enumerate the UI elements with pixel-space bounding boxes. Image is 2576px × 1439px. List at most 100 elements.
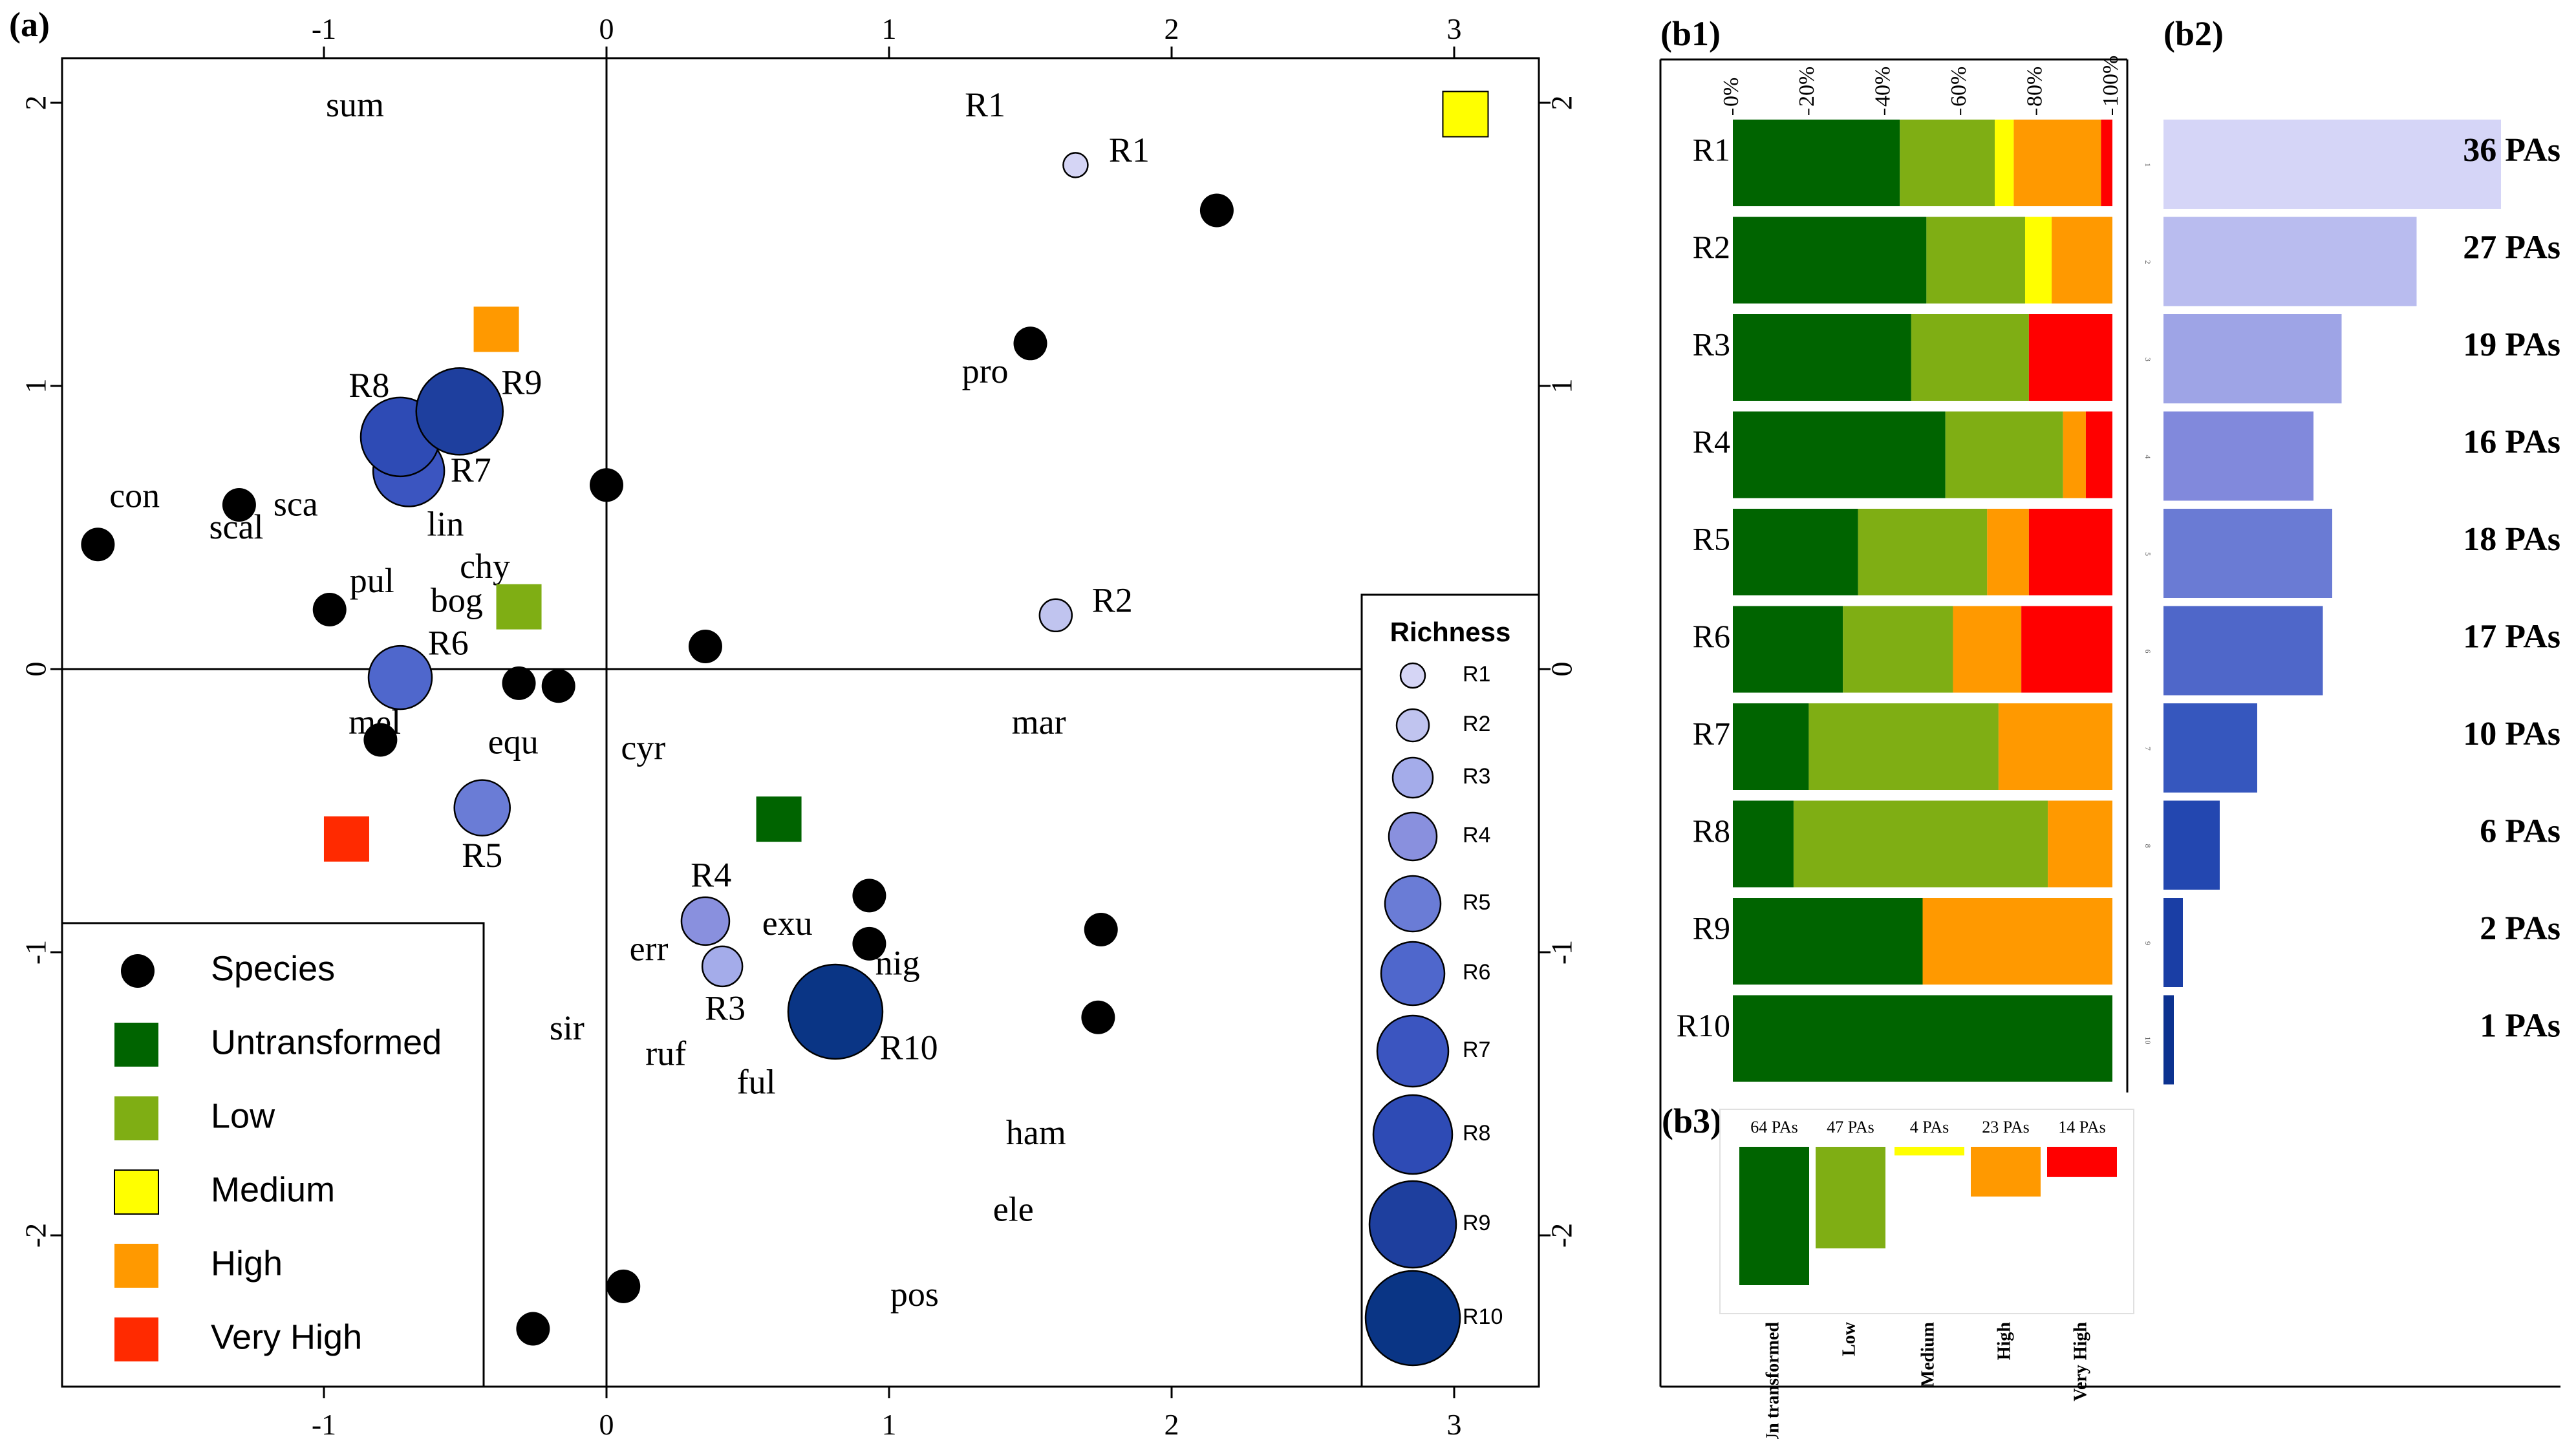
legend-marker bbox=[114, 1096, 158, 1140]
b1-category-label: R9 bbox=[1693, 910, 1730, 946]
richness-legend-marker bbox=[1376, 1014, 1450, 1088]
b1-segment bbox=[1733, 606, 1843, 693]
richness-legend-marker bbox=[1364, 1270, 1461, 1367]
region-point bbox=[367, 645, 433, 710]
region-label: R5 bbox=[462, 836, 502, 875]
b2-bar bbox=[2163, 703, 2257, 793]
richness-legend-marker bbox=[1368, 1180, 1457, 1269]
species-point bbox=[688, 629, 722, 663]
category-point bbox=[756, 796, 802, 842]
b1-category-label: R2 bbox=[1693, 229, 1730, 265]
species-point bbox=[363, 723, 398, 757]
b2-category-label: 9 bbox=[2143, 941, 2152, 945]
richness-legend-label: R8 bbox=[1463, 1121, 1490, 1146]
b1-segment bbox=[1926, 217, 2025, 304]
b3-value-label: 64 PAs bbox=[1750, 1118, 1798, 1136]
category-total-panel: 64 PAs 47 PAs 4 PAs 23 PAs 14 PAs Un transfo… bbox=[1719, 1109, 2134, 1439]
b3-bar bbox=[2047, 1147, 2117, 1177]
y-tick-label-right: -2 bbox=[1545, 1223, 1578, 1248]
richness-legend: Richness R1 R2 R3 R4 R5 R6 R7 R8 R9 R10 bbox=[1360, 593, 1540, 1388]
region-label: R6 bbox=[428, 623, 469, 662]
b1-segment bbox=[2028, 509, 2112, 595]
legend-marker bbox=[114, 1169, 159, 1215]
b1-segment bbox=[1843, 606, 1953, 693]
b1-category-label: R10 bbox=[1677, 1007, 1730, 1043]
richness-legend-items: R1 R2 R3 R4 R5 R6 R7 R8 R9 R10 bbox=[1364, 662, 1503, 1367]
b1-segment bbox=[1733, 509, 1858, 595]
b1-segment bbox=[2101, 120, 2112, 206]
region-point bbox=[1038, 598, 1073, 633]
b2-value-label: 10 PAs bbox=[2463, 716, 2560, 752]
b1-segment bbox=[1733, 314, 1911, 401]
legend-marker bbox=[114, 1317, 158, 1361]
legend-marker bbox=[121, 954, 155, 988]
b2-bar bbox=[2163, 509, 2332, 598]
b1-segment bbox=[1995, 120, 2014, 206]
richness-legend-label: R10 bbox=[1463, 1305, 1503, 1329]
species-point bbox=[81, 528, 115, 562]
species-label: exu bbox=[762, 904, 813, 943]
region-point bbox=[680, 896, 731, 946]
b2-value-label: 18 PAs bbox=[2463, 521, 2560, 558]
species-label: ele bbox=[993, 1189, 1034, 1228]
b2-value-label: 19 PAs bbox=[2463, 326, 2560, 363]
richness-legend-marker bbox=[1399, 662, 1426, 689]
legend-marker bbox=[114, 1023, 158, 1067]
b1-category-label: R8 bbox=[1693, 813, 1730, 849]
species-point bbox=[852, 879, 886, 913]
species-points bbox=[81, 193, 1234, 1346]
b2-bar bbox=[2163, 898, 2183, 987]
richness-legend-label: R7 bbox=[1463, 1038, 1490, 1062]
b1-segment bbox=[2028, 314, 2112, 401]
b2-bar bbox=[2163, 411, 2313, 501]
b2-category-label: 3 bbox=[2143, 357, 2152, 361]
legend-label: Species bbox=[211, 949, 335, 988]
y-tick-label-left: 1 bbox=[19, 379, 52, 394]
species-point bbox=[1013, 326, 1047, 361]
richness-legend-marker bbox=[1388, 811, 1438, 862]
legend-label: Untransformed bbox=[211, 1023, 442, 1061]
richness-legend-label: R6 bbox=[1463, 960, 1490, 985]
x-tick-label-top: 0 bbox=[599, 12, 614, 45]
b1-segment bbox=[2013, 120, 2101, 206]
region-point bbox=[1062, 152, 1089, 178]
species-label: err bbox=[630, 929, 669, 968]
b2-bar bbox=[2163, 800, 2220, 890]
b1-tick-label: 100% bbox=[2099, 56, 2123, 107]
b1-segment bbox=[2085, 411, 2112, 498]
b1-category-labels: R1 R2 R3 R4 R5 R6 R7 R8 R9 R10 bbox=[1677, 131, 1730, 1043]
b3-category-label: Un transformed bbox=[1763, 1322, 1783, 1439]
panel-label-b1: (b1) bbox=[1660, 14, 1721, 53]
b2-category-label: 8 bbox=[2143, 844, 2152, 848]
y-tick-label-right: 0 bbox=[1545, 662, 1578, 677]
region-label: R1 bbox=[1109, 131, 1150, 169]
x-tick-label-bottom: 3 bbox=[1447, 1408, 1462, 1439]
b2-bars bbox=[2163, 120, 2501, 1085]
b3-category-labels: Un transformed Low Medium High Very High bbox=[1763, 1321, 2090, 1439]
y-tick-label-left: -2 bbox=[19, 1223, 52, 1248]
b2-category-label: 5 bbox=[2143, 552, 2152, 556]
b1-segment bbox=[2021, 606, 2112, 693]
b1-segment bbox=[2063, 411, 2086, 498]
y-tick-label-right: -1 bbox=[1545, 940, 1578, 965]
region-labels: R1 R2 R3 R4 R5 R6 R7 R8 R9 R10 bbox=[349, 131, 1150, 1067]
b2-bar bbox=[2163, 217, 2417, 306]
b1-segment bbox=[1733, 411, 1946, 498]
extra-labels: R1 bbox=[965, 85, 1005, 124]
species-point bbox=[312, 593, 347, 627]
b2-value-label: 1 PAs bbox=[2480, 1007, 2560, 1044]
richness-legend-label: R9 bbox=[1463, 1211, 1490, 1235]
x-tick-label-top: -1 bbox=[312, 12, 336, 45]
legend-marker bbox=[114, 1244, 158, 1288]
x-tick-label-top: 2 bbox=[1165, 12, 1179, 45]
species-label: sca bbox=[274, 485, 318, 524]
species-label: ful bbox=[737, 1062, 776, 1101]
scatter-reference-lines bbox=[62, 58, 1539, 1387]
b1-category-label: R6 bbox=[1693, 618, 1730, 654]
b1-segment bbox=[1793, 800, 2048, 888]
b3-bars bbox=[1739, 1147, 2117, 1285]
y-tick-label-right: 2 bbox=[1545, 96, 1578, 111]
b3-category-label: High bbox=[1994, 1322, 2014, 1361]
b3-bar bbox=[1894, 1147, 1964, 1156]
